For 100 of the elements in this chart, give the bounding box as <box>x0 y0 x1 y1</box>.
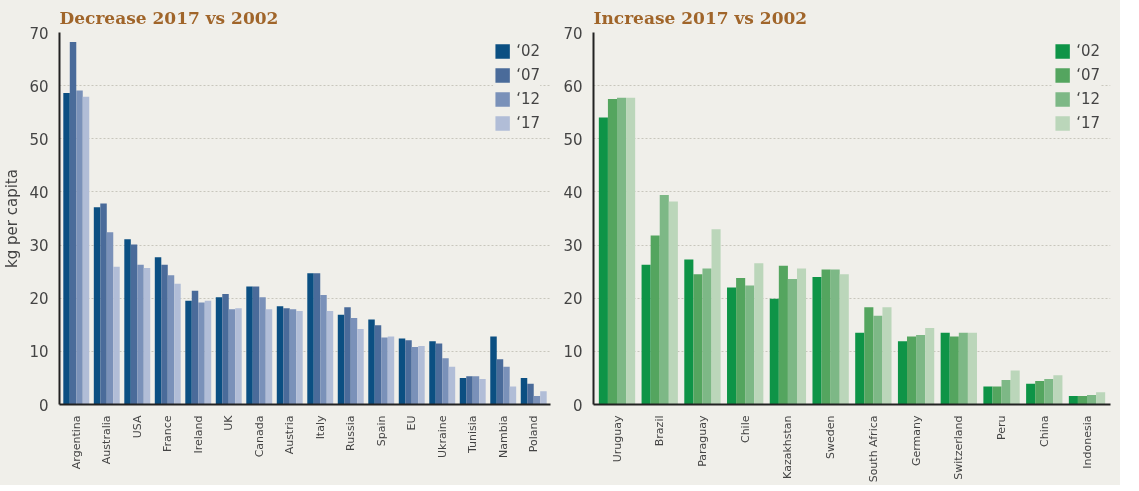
y-tick-label: 70 <box>29 24 49 43</box>
y-tick-label: 20 <box>563 290 583 309</box>
bar <box>1077 396 1087 405</box>
x-tick-label: Paraguay <box>695 415 709 467</box>
bar <box>617 97 627 405</box>
bar <box>821 269 831 405</box>
x-tick-label: Spain <box>374 415 388 447</box>
bar <box>684 259 694 405</box>
bar <box>320 295 327 405</box>
bar <box>130 244 138 405</box>
bar <box>276 306 284 405</box>
bar <box>296 310 303 405</box>
bar <box>503 366 510 405</box>
bar <box>398 338 406 405</box>
bar <box>479 378 486 405</box>
bar <box>429 341 436 405</box>
bar <box>1044 378 1054 405</box>
bar <box>405 340 412 405</box>
bar <box>769 298 779 405</box>
bar <box>350 317 358 405</box>
bar <box>215 297 223 405</box>
bar <box>76 90 83 405</box>
x-tick-label: Ireland <box>191 415 205 454</box>
bar <box>381 337 388 405</box>
bar <box>246 286 253 405</box>
x-tick-label: Russia <box>344 415 358 451</box>
bar <box>124 239 131 405</box>
bar <box>940 332 950 405</box>
bar <box>143 267 151 405</box>
bar <box>307 273 314 405</box>
bar <box>283 308 290 405</box>
bar <box>812 276 822 405</box>
bar <box>368 319 375 405</box>
bar <box>864 307 874 405</box>
legend-label: ‘02 <box>516 42 540 60</box>
bar <box>63 93 70 405</box>
bar <box>185 300 192 405</box>
bar <box>222 293 229 405</box>
bar <box>448 366 456 405</box>
bar <box>198 302 205 405</box>
bar <box>702 268 712 405</box>
y-tick-label: 50 <box>29 130 49 149</box>
bar <box>1068 396 1078 405</box>
bar <box>711 229 721 405</box>
chart-title: Increase 2017 vs 2002 <box>593 7 808 28</box>
bar <box>344 307 351 405</box>
legend-label: ‘17 <box>516 114 540 132</box>
x-tick-label: Nambia <box>496 415 510 458</box>
x-tick-label: Germany <box>909 415 923 467</box>
x-tick-label: Austria <box>283 415 297 455</box>
bar <box>598 117 608 405</box>
bar <box>873 315 883 405</box>
bar <box>82 96 90 405</box>
bar <box>235 308 242 405</box>
bar <box>490 336 497 405</box>
x-tick-label: Italy <box>313 415 327 440</box>
x-tick-label: Switzerland <box>952 415 966 480</box>
bar <box>113 266 120 405</box>
y-tick-label: 40 <box>29 183 49 202</box>
bar <box>796 268 807 405</box>
bar <box>106 232 114 405</box>
y-tick-label: 60 <box>29 77 49 96</box>
bar <box>466 376 473 405</box>
bar <box>650 235 660 405</box>
bar <box>992 386 1002 405</box>
bar <box>736 278 746 405</box>
bar <box>265 309 273 405</box>
bar <box>949 336 959 405</box>
bar <box>745 285 755 405</box>
bar <box>1026 383 1036 405</box>
x-tick-label: Tunisia <box>466 415 480 455</box>
bar <box>459 377 467 405</box>
x-tick-label: Ukraine <box>435 415 449 458</box>
bar <box>418 346 425 405</box>
y-tick-label: 40 <box>563 183 583 202</box>
x-tick-label: USA <box>130 415 144 439</box>
bar <box>174 283 181 405</box>
x-tick-label: Kazakhstan <box>781 415 795 479</box>
legend-label: ‘02 <box>1076 42 1100 60</box>
bar <box>778 265 788 405</box>
bar <box>191 290 199 405</box>
bar <box>855 332 865 405</box>
x-tick-label: Sweden <box>824 415 838 459</box>
y-tick-label: 30 <box>29 237 49 256</box>
x-tick-label: South Africa <box>866 415 880 483</box>
bar <box>1087 394 1097 405</box>
bar <box>167 275 175 405</box>
x-tick-label: Peru <box>995 415 1009 440</box>
bar <box>137 264 144 405</box>
bar <box>527 383 534 405</box>
bar <box>411 347 419 405</box>
x-tick-label: UK <box>222 414 236 431</box>
bar <box>882 307 892 405</box>
bar <box>435 343 443 405</box>
x-tick-label: France <box>161 415 175 453</box>
bar <box>1001 380 1011 405</box>
bar <box>259 297 266 405</box>
bar <box>754 263 764 405</box>
bar <box>509 386 517 405</box>
bar <box>916 334 926 405</box>
